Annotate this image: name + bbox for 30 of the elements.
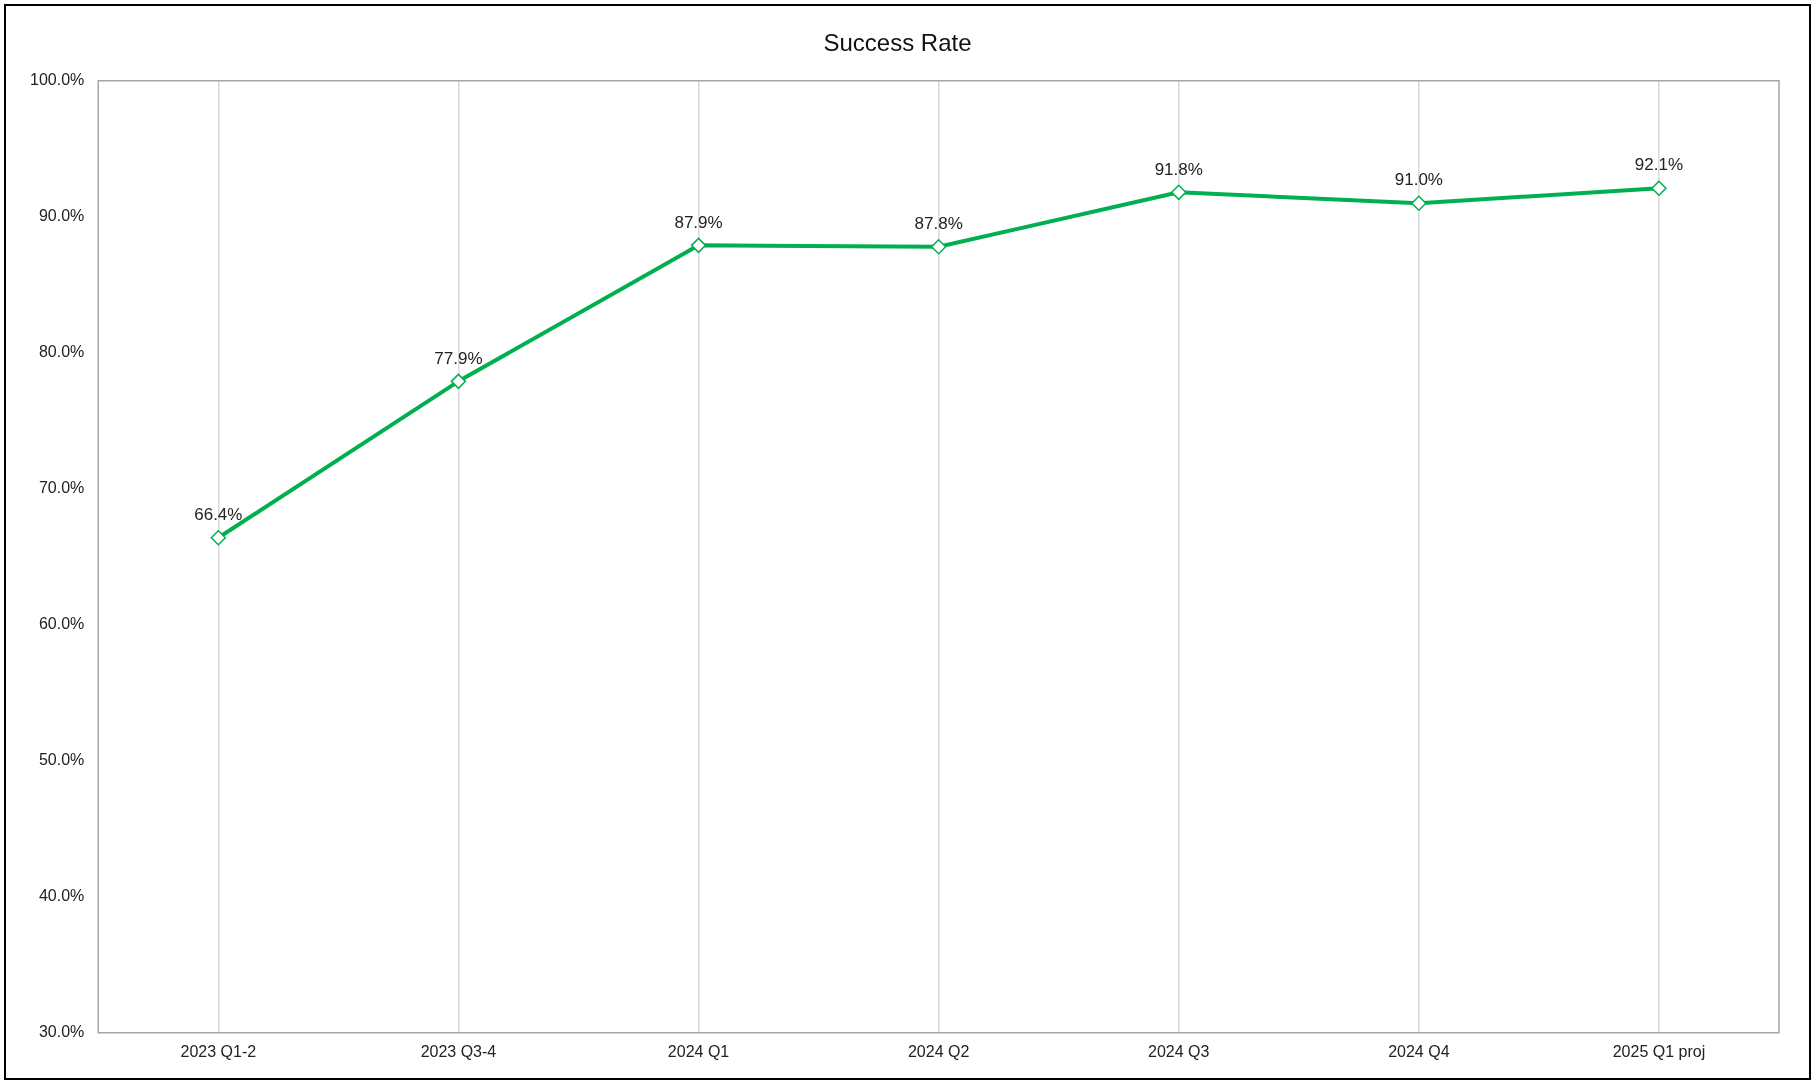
y-tick-label: 70.0% — [38, 479, 85, 497]
data-label: 66.4% — [194, 504, 243, 524]
x-tick-label: 2024 Q1 — [667, 1042, 730, 1060]
point — [210, 530, 227, 546]
x-tick-label: 2025 Q1 proj — [1612, 1042, 1706, 1060]
y-tick-label: 60.0% — [38, 615, 85, 633]
data-label: 77.9% — [434, 348, 483, 368]
x-tick-label: 2024 Q4 — [1388, 1042, 1450, 1060]
y-tick-label: 80.0% — [38, 343, 85, 361]
point — [450, 373, 467, 390]
point — [1411, 195, 1427, 211]
x-tick-label: 2024 Q2 — [907, 1042, 970, 1060]
point — [690, 237, 707, 254]
y-tick-label: 30.0% — [38, 1023, 85, 1041]
data-label: 87.8% — [914, 213, 963, 233]
y-tick-label: 40.0% — [38, 887, 85, 905]
y-tick-label: 50.0% — [38, 751, 85, 769]
y-tick-label: 90.0% — [38, 207, 85, 225]
y-tick-label: 100.0% — [30, 71, 85, 89]
x-tick-label: 2023 Q1-2 — [180, 1042, 257, 1060]
data-label: 87.9% — [674, 212, 723, 232]
chart-title: Success Rate — [823, 29, 972, 57]
x-tick-label: 2024 Q3 — [1148, 1042, 1210, 1060]
data-label: 92.1% — [1634, 155, 1684, 175]
data-label: 91.0% — [1394, 170, 1443, 190]
point — [1170, 184, 1187, 201]
point — [930, 238, 947, 255]
point — [1651, 180, 1667, 196]
data-label: 91.8% — [1154, 159, 1203, 179]
x-tick-label: 2023 Q3-4 — [420, 1042, 497, 1060]
